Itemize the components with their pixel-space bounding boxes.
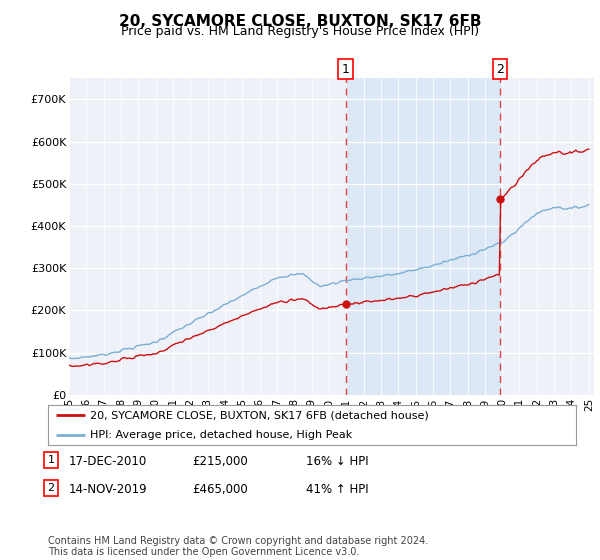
Text: 1: 1 xyxy=(341,63,349,76)
Text: 14-NOV-2019: 14-NOV-2019 xyxy=(69,483,148,496)
Text: 20, SYCAMORE CLOSE, BUXTON, SK17 6FB: 20, SYCAMORE CLOSE, BUXTON, SK17 6FB xyxy=(119,14,481,29)
Text: 16% ↓ HPI: 16% ↓ HPI xyxy=(306,455,368,468)
Text: HPI: Average price, detached house, High Peak: HPI: Average price, detached house, High… xyxy=(90,430,352,440)
Text: 2: 2 xyxy=(47,483,55,493)
Bar xyxy=(346,78,500,395)
Text: Price paid vs. HM Land Registry's House Price Index (HPI): Price paid vs. HM Land Registry's House … xyxy=(121,25,479,38)
Text: £465,000: £465,000 xyxy=(192,483,248,496)
Text: 17-DEC-2010: 17-DEC-2010 xyxy=(69,455,147,468)
Text: £215,000: £215,000 xyxy=(192,455,248,468)
Text: 20, SYCAMORE CLOSE, BUXTON, SK17 6FB (detached house): 20, SYCAMORE CLOSE, BUXTON, SK17 6FB (de… xyxy=(90,411,429,421)
Text: Contains HM Land Registry data © Crown copyright and database right 2024.
This d: Contains HM Land Registry data © Crown c… xyxy=(48,535,428,557)
Text: 41% ↑ HPI: 41% ↑ HPI xyxy=(306,483,368,496)
Text: 2: 2 xyxy=(496,63,504,76)
Text: 1: 1 xyxy=(47,455,55,465)
